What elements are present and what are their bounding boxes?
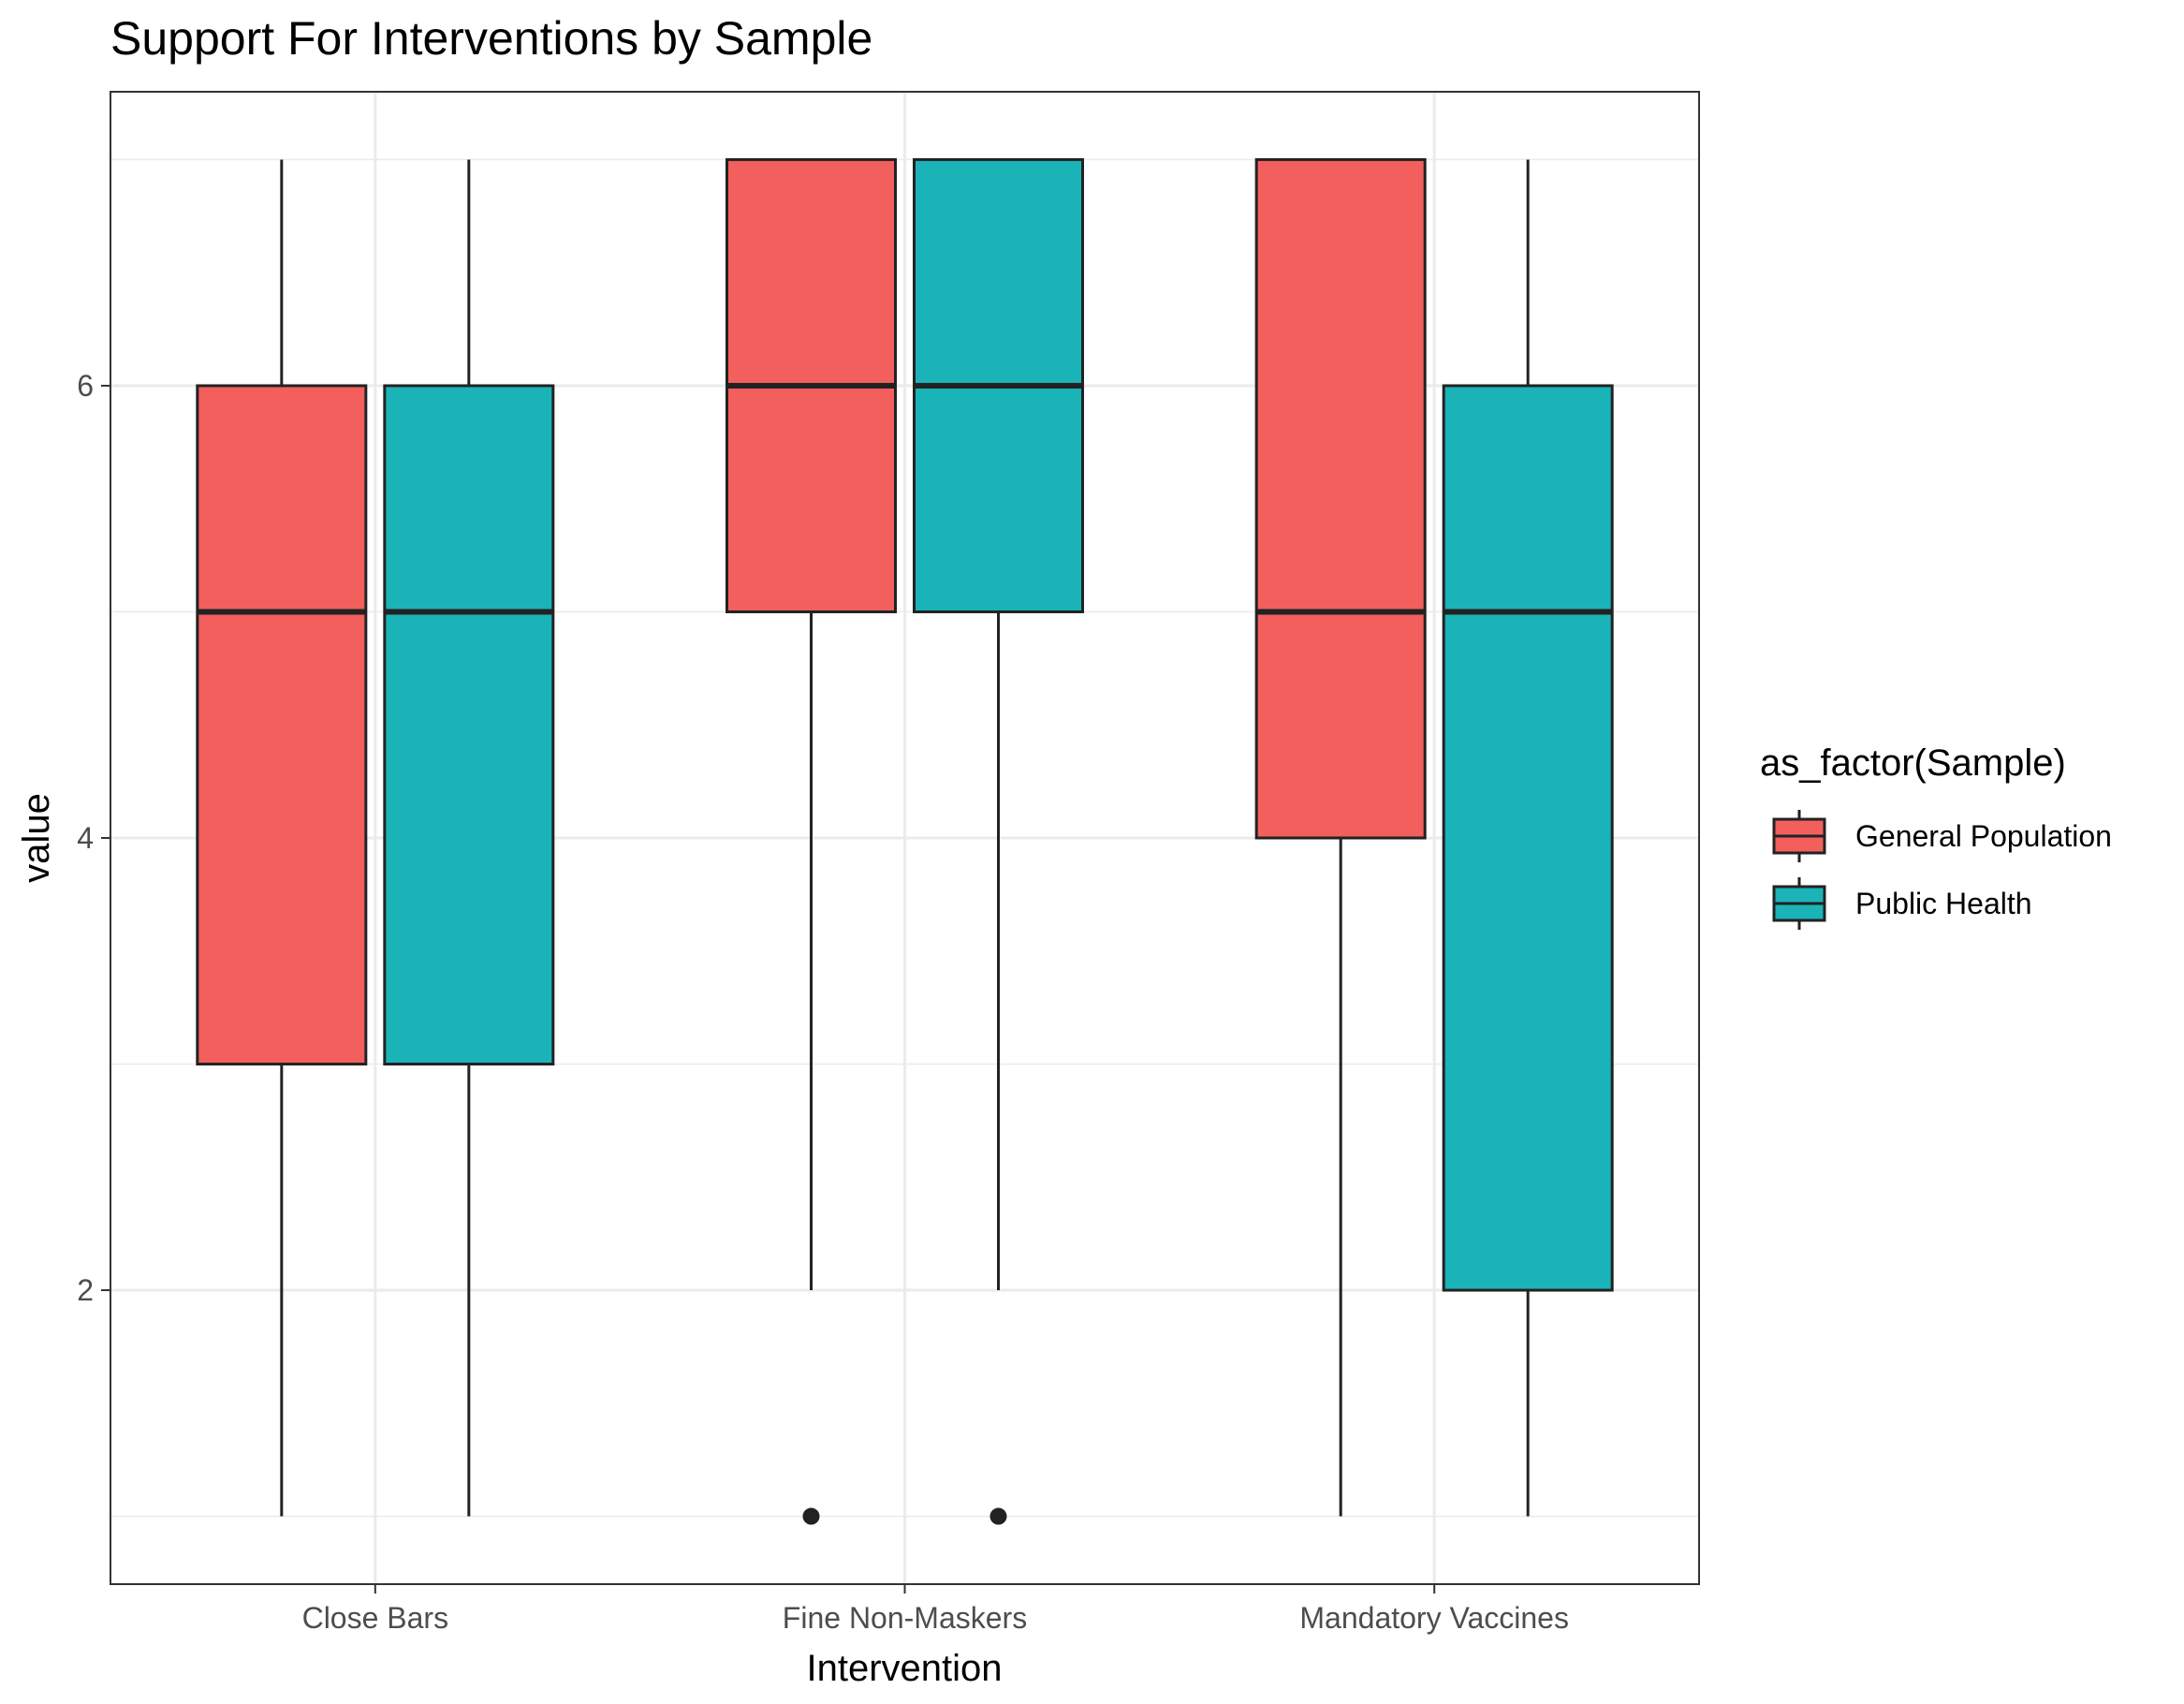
outlier-point: [989, 1507, 1007, 1525]
box: [383, 384, 555, 1066]
legend-label: General Population: [1855, 819, 2112, 853]
x-axis: Close Bars Fine Non-Maskers Mandatory Vacc…: [302, 1584, 1569, 1635]
x-tick-label: Close Bars: [302, 1601, 449, 1635]
legend-title: as_factor(Sample): [1760, 742, 2066, 784]
outlier-point: [802, 1507, 820, 1525]
box-group: [913, 157, 1084, 1525]
box: [1442, 384, 1614, 1292]
box-group: [1254, 157, 1427, 1517]
legend: as_factor(Sample) General Population Publ…: [1760, 742, 2112, 930]
legend-item: Public Health: [1772, 877, 2032, 930]
box-group: [726, 157, 897, 1525]
box-group: [196, 159, 368, 1517]
box-group: [383, 159, 555, 1517]
box-group: [1442, 159, 1614, 1517]
y-axis: 2 4 6: [77, 369, 110, 1307]
y-tick-label: 2: [77, 1273, 94, 1307]
x-tick-label: Mandatory Vaccines: [1299, 1601, 1569, 1635]
box: [1254, 157, 1427, 840]
boxes-layer: [196, 157, 1614, 1525]
chart-title: Support For Interventions by Sample: [110, 12, 872, 65]
major-grid: [110, 92, 1699, 1584]
legend-item: General Population: [1772, 810, 2112, 862]
y-axis-title: value: [16, 793, 57, 883]
legend-items: General Population Public Health: [1772, 810, 2112, 930]
x-tick-label: Fine Non-Maskers: [783, 1601, 1027, 1635]
box: [196, 384, 368, 1066]
y-tick-label: 6: [77, 369, 94, 403]
legend-label: Public Health: [1855, 887, 2032, 920]
y-tick-label: 4: [77, 821, 94, 855]
x-axis-title: Intervention: [806, 1648, 1002, 1689]
